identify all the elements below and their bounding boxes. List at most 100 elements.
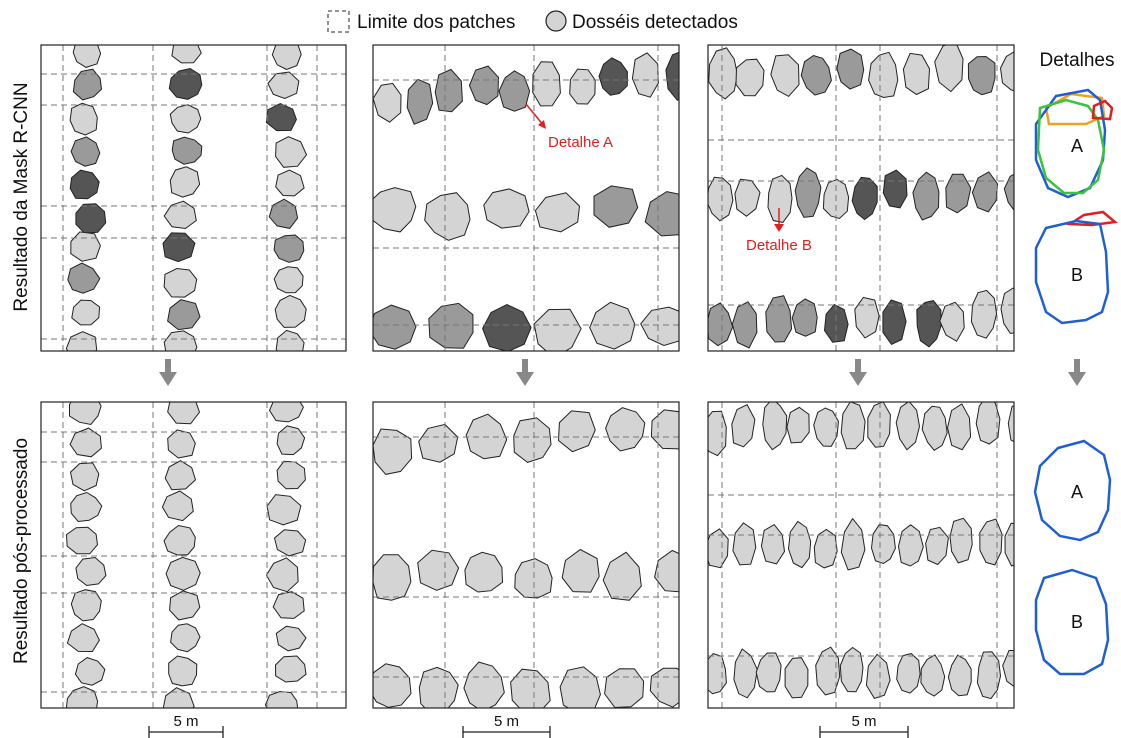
canopy-crown <box>161 490 194 522</box>
canopy-crown <box>708 410 727 457</box>
canopy-crown <box>406 78 434 125</box>
canopy-crown <box>569 68 596 105</box>
scale-label: 5 m <box>494 713 519 730</box>
canopy-crown <box>1000 287 1014 334</box>
details-title: Detalhes <box>1040 50 1115 71</box>
canopy-crown <box>593 185 639 228</box>
annotation-b-label: Detalhe B <box>746 237 812 254</box>
canopy-crown <box>169 104 202 134</box>
detail-a-letter: A <box>1071 136 1083 156</box>
canopy-crown <box>815 646 841 696</box>
canopy-crown <box>268 402 304 423</box>
canopy-crown <box>602 551 642 601</box>
canopy-crown <box>168 67 203 100</box>
canopy-crown <box>589 301 636 350</box>
canopy-crown <box>735 58 765 97</box>
canopy-crown <box>71 299 101 326</box>
canopy-crown <box>465 413 508 460</box>
canopy-crown <box>767 174 793 223</box>
panel-frame <box>707 401 1015 709</box>
canopy-crown <box>170 623 201 653</box>
detail-a-outline-red <box>1091 99 1114 121</box>
canopy-crown <box>839 646 864 693</box>
canopy-crown <box>273 529 307 557</box>
canopy-crown <box>971 171 999 213</box>
canopy-crown <box>916 300 942 348</box>
canopy-crown <box>939 301 965 342</box>
canopy-crown <box>979 518 1003 566</box>
canopy-crown <box>274 655 307 683</box>
canopy-crown <box>164 460 197 491</box>
canopy-crown <box>274 294 307 328</box>
down-arrow-head <box>516 372 534 386</box>
canopy-crown <box>791 298 818 337</box>
canopy-crown <box>65 331 98 351</box>
canopy-crown <box>762 402 788 451</box>
canopy-crown <box>70 491 103 523</box>
canopy-crown <box>171 45 202 64</box>
canopy-crown <box>734 178 761 217</box>
detail-a-outline-green <box>1036 98 1106 195</box>
canopy-crown <box>74 657 106 686</box>
scale-label: 5 m <box>173 713 198 730</box>
canopy-crown <box>72 68 103 101</box>
canopy-crown <box>561 548 600 593</box>
canopy-crown <box>970 289 998 339</box>
canopy-crown <box>947 654 972 697</box>
canopy-crown <box>999 51 1014 92</box>
down-arrow-head <box>159 372 177 386</box>
canopy-crown <box>920 654 946 697</box>
panel-3 <box>707 44 1015 352</box>
canopy-crown <box>765 295 793 343</box>
flow-arrows <box>159 359 1086 386</box>
canopy-crown <box>708 653 727 695</box>
annotation-detail-a: Detalhe A <box>525 103 613 151</box>
canopy-crown <box>267 71 300 100</box>
detail-b-final-outline <box>1034 568 1110 676</box>
down-arrow-icon <box>522 359 528 373</box>
canopy-crown <box>733 648 758 699</box>
canopy-crown <box>75 203 107 234</box>
canopy-crown <box>264 690 299 708</box>
canopy-crown <box>70 589 102 622</box>
canopy-crown <box>896 653 921 694</box>
canopy-crown <box>1004 522 1014 567</box>
detail-b-final-letter: B <box>1071 612 1083 632</box>
canopy-crown <box>373 304 417 350</box>
annotation-b-arrow-head <box>774 224 784 232</box>
canopy-crown <box>265 103 297 132</box>
legend-patch-label: Limite dos patches <box>357 12 515 33</box>
annotation-detail-b: Detalhe B <box>746 208 812 254</box>
canopy-crown <box>1003 173 1014 211</box>
canopy-crown <box>276 460 306 490</box>
canopy-crown <box>70 136 101 167</box>
canopy-crown <box>373 663 412 708</box>
canopy-crown <box>649 667 679 708</box>
canopy-crown <box>162 687 195 708</box>
canopy-crown <box>665 51 679 101</box>
canopy-crown <box>65 526 99 555</box>
canopy-crown <box>708 47 739 100</box>
canopy-crown <box>895 402 921 451</box>
canopy-crown <box>276 425 306 456</box>
canopy-crown <box>870 524 896 565</box>
canopy-crown <box>513 417 552 463</box>
panel-2 <box>372 44 680 352</box>
canopy-crown <box>69 169 100 200</box>
canopy-crown <box>273 234 305 263</box>
canopy-crown <box>167 402 201 425</box>
canopy-crown <box>851 176 878 221</box>
canopy-crown <box>70 231 101 262</box>
canopy-crown <box>163 267 198 298</box>
canopy-crown <box>644 191 679 237</box>
canopy-crown <box>66 623 100 653</box>
down-arrow-icon <box>855 359 861 373</box>
canopy-crown <box>169 166 201 198</box>
canopy-crown <box>784 657 809 699</box>
canopy-crown <box>498 70 531 112</box>
canopy-crown <box>510 668 551 708</box>
canopy-crown <box>418 666 459 708</box>
row-label-top: Resultado da Mask R-CNN <box>11 82 32 311</box>
canopy-crown <box>275 329 305 351</box>
